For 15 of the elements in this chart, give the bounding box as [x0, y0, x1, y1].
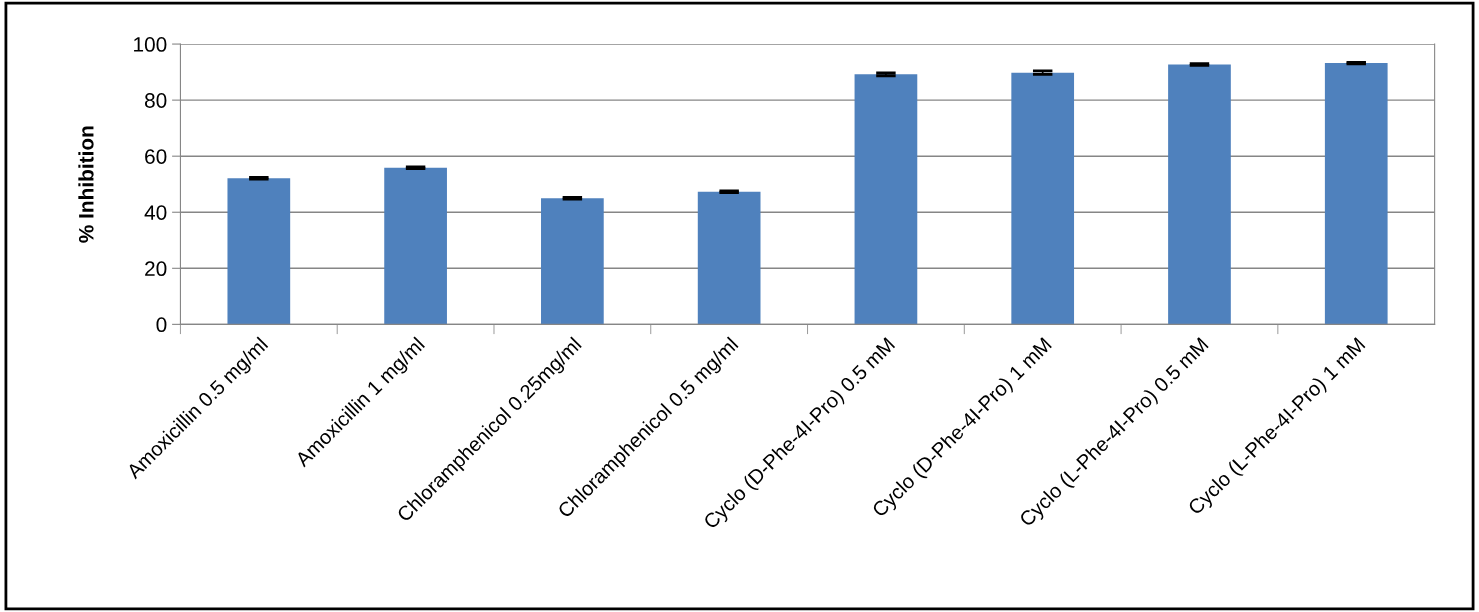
bar	[227, 178, 291, 325]
y-tick-label: 80	[144, 93, 167, 108]
bar	[541, 198, 604, 325]
y-tick-label: 0	[156, 317, 167, 333]
bar	[1011, 72, 1075, 325]
bar	[697, 191, 761, 325]
y-tick-label: 40	[144, 205, 167, 220]
bar	[1168, 64, 1231, 325]
y-tick-label: 20	[145, 261, 167, 277]
y-tick-label: 60	[145, 149, 167, 164]
bar	[1324, 63, 1388, 325]
bar	[854, 74, 918, 325]
bar	[384, 167, 447, 325]
y-tick-label: 100	[134, 37, 167, 52]
y-axis-title: % Inhibition	[78, 126, 94, 243]
